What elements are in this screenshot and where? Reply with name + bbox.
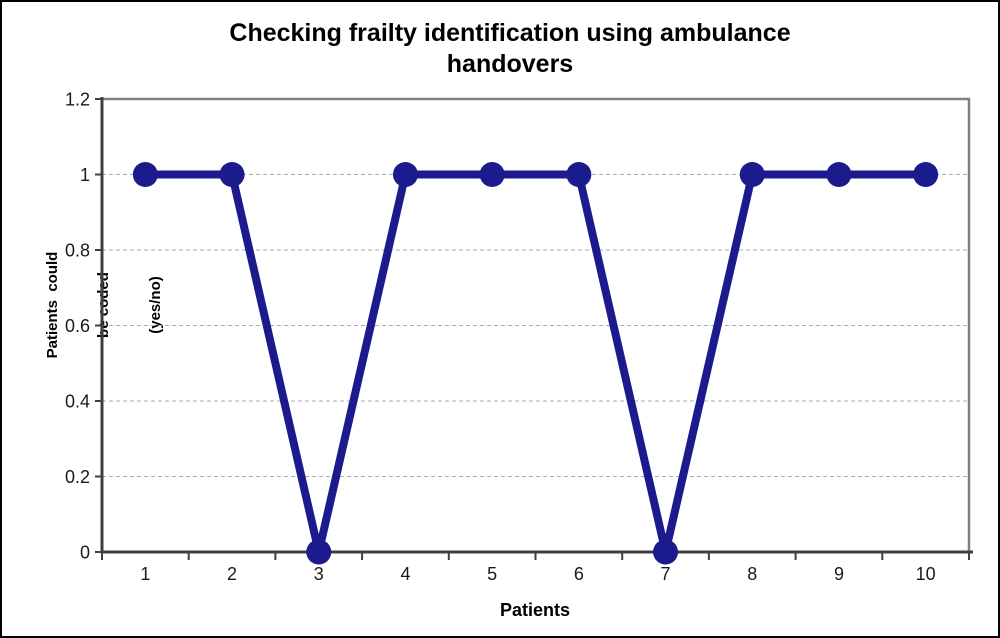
x-tick-label: 4	[400, 564, 410, 584]
data-point-marker	[739, 162, 765, 187]
x-tick-label: 1	[140, 564, 150, 584]
x-tick-label: 8	[747, 564, 757, 584]
data-point-marker	[566, 162, 592, 187]
y-tick-label: 0.4	[65, 391, 90, 411]
series-line	[141, 170, 930, 556]
data-point-marker	[219, 162, 245, 187]
chart-title: Checking frailty identification using am…	[229, 19, 791, 79]
data-point-marker	[826, 162, 852, 187]
x-tick-label: 2	[227, 564, 237, 584]
y-tick-label: 0.8	[65, 240, 90, 260]
y-tick-label: 1	[80, 165, 90, 185]
data-point-marker	[653, 539, 679, 565]
data-point-marker	[306, 539, 332, 565]
x-tick-label: 3	[314, 564, 324, 584]
data-point-marker	[913, 162, 939, 187]
x-tick-label: 10	[916, 564, 936, 584]
y-tick-label: 0	[80, 542, 90, 562]
y-tick-label: 0.6	[65, 316, 90, 336]
data-point-marker	[392, 162, 418, 187]
x-axis-title: Patients	[500, 600, 570, 620]
y-tick-label: 0.2	[65, 467, 90, 487]
y-tick-label: 1.2	[65, 89, 90, 109]
gridlines	[102, 174, 969, 477]
x-tick-label: 9	[834, 564, 844, 584]
x-tick-label: 6	[574, 564, 584, 584]
x-tick-label: 7	[661, 564, 671, 584]
data-point-marker	[479, 162, 505, 187]
data-point-marker	[132, 162, 158, 187]
axes	[95, 97, 973, 560]
tick-labels: 0 0.2 0.4 0.6 0.8 1 1.2 1 2 3 4 5 6 7 8 9 10	[65, 89, 936, 584]
x-tick-label: 5	[487, 564, 497, 584]
data-series	[132, 162, 939, 565]
